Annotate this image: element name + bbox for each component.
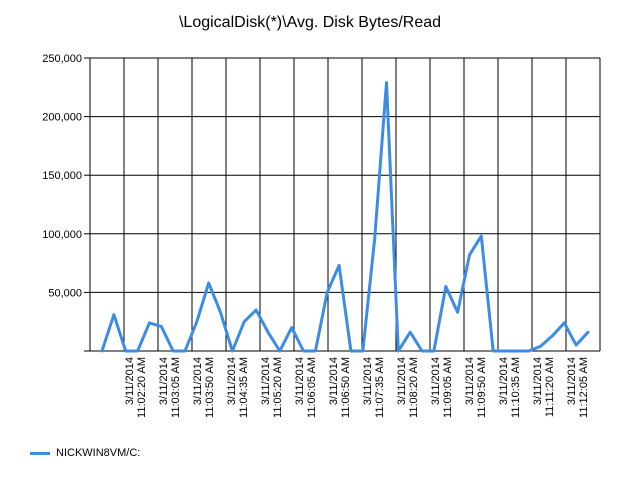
x-tick-time: 11:03:50 AM: [204, 357, 216, 418]
x-tick-time: 11:10:35 AM: [510, 357, 522, 418]
x-tick-label: 3/11/2014 11:09:05 AM: [430, 357, 454, 418]
x-tick-label: 3/11/2014 11:03:05 AM: [158, 357, 182, 418]
x-tick-date: 3/11/2014: [464, 357, 476, 405]
y-tick-label: 250,000: [42, 53, 82, 65]
x-tick-date: 3/11/2014: [294, 357, 306, 405]
x-tick-time: 11:09:05 AM: [442, 357, 454, 418]
x-tick-date: 3/11/2014: [498, 357, 510, 405]
x-tick-date: 3/11/2014: [430, 357, 442, 405]
x-tick-time: 11:06:50 AM: [340, 357, 352, 418]
x-tick-time: 11:08:20 AM: [408, 357, 420, 418]
chart-title: \LogicalDisk(*)\Avg. Disk Bytes/Read: [178, 14, 442, 31]
series-line: [100, 81, 590, 353]
x-tick-time: 11:07:35 AM: [374, 357, 386, 418]
x-tick-date: 3/11/2014: [192, 357, 204, 405]
x-tick-date: 3/11/2014: [566, 357, 578, 405]
legend-swatch: [30, 451, 50, 455]
x-tick-label: 3/11/2014 11:03:50 AM: [192, 357, 216, 418]
x-tick-label: 3/11/2014 11:06:05 AM: [294, 357, 318, 418]
x-tick-time: 11:04:35 AM: [238, 357, 250, 418]
x-tick-date: 3/11/2014: [532, 357, 544, 405]
y-tick-label: 100,000: [42, 229, 82, 241]
y-tick-label: 50,000: [48, 287, 82, 299]
x-tick-label: 3/11/2014 11:08:20 AM: [396, 357, 420, 418]
x-tick-date: 3/11/2014: [396, 357, 408, 405]
x-tick-time: 11:12:05 AM: [578, 357, 590, 418]
x-tick-time: 11:11:20 AM: [544, 357, 556, 417]
x-tick-label: 3/11/2014 11:06:50 AM: [328, 357, 352, 418]
x-tick-date: 3/11/2014: [226, 357, 238, 405]
x-tick-date: 3/11/2014: [362, 357, 374, 405]
x-tick-time: 11:06:05 AM: [306, 357, 318, 418]
x-tick-label: 3/11/2014 11:05:20 AM: [260, 357, 284, 418]
x-tick-date: 3/11/2014: [328, 357, 340, 405]
x-tick-label: 3/11/2014 11:04:35 AM: [226, 357, 250, 418]
x-tick-date: 3/11/2014: [260, 357, 272, 405]
x-tick-label: 3/11/2014 11:07:35 AM: [362, 357, 386, 418]
x-tick-date: 3/11/2014: [124, 357, 136, 405]
y-tick-label: 200,000: [42, 112, 82, 124]
x-tick-time: 11:09:50 AM: [476, 357, 488, 418]
legend-label: NICKWIN8VM/C:: [56, 447, 141, 459]
x-tick-label: 3/11/2014 11:11:20 AM: [532, 357, 556, 417]
x-tick-label: 3/11/2014 11:09:50 AM: [464, 357, 488, 418]
x-tick-date: 3/11/2014: [158, 357, 170, 405]
legend: NICKWIN8VM/C:: [30, 445, 140, 461]
x-tick-label: 3/11/2014 11:02:20 AM: [124, 357, 148, 418]
x-tick-label: 3/11/2014 11:12:05 AM: [566, 357, 590, 418]
x-tick-time: 11:05:20 AM: [272, 357, 284, 418]
x-tick-time: 11:02:20 AM: [136, 357, 148, 418]
y-tick-label: 150,000: [42, 170, 82, 182]
x-tick-label: 3/11/2014 11:10:35 AM: [498, 357, 522, 418]
x-tick-time: 11:03:05 AM: [170, 357, 182, 418]
